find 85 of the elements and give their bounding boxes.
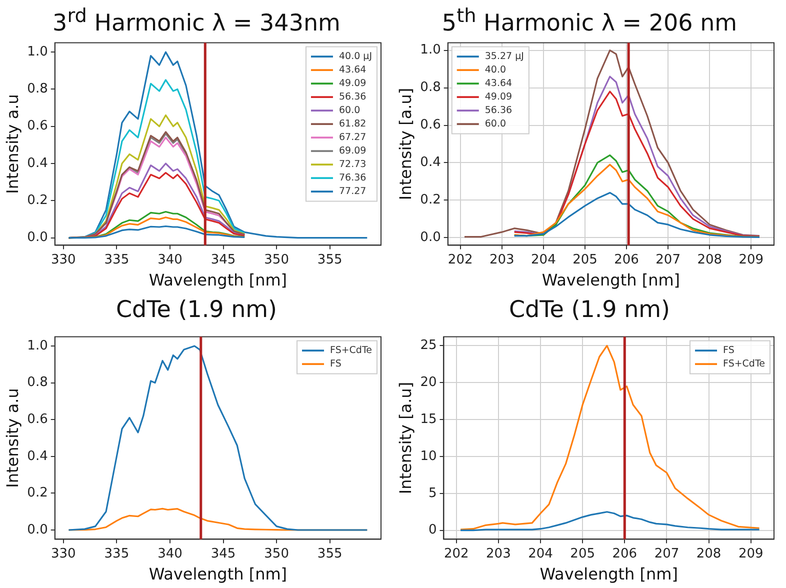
x-tick-label: 340 (157, 546, 182, 562)
legend-label: 67.27 (338, 132, 366, 144)
legend-label: 69.09 (338, 146, 366, 157)
legend-label: 61.82 (338, 118, 366, 130)
y-tick-label: 15 (420, 412, 436, 427)
x-tick-label: 208 (696, 546, 721, 562)
x-tick-label: 208 (696, 252, 722, 268)
chart-title: 5$^{th}$ Harmonic λ = 206 nm (442, 3, 738, 37)
x-tick-label: 203 (486, 546, 510, 562)
legend-label: 43.64 (484, 78, 512, 90)
y-tick-label: 0.4 (420, 155, 440, 170)
x-tick-label: 345 (210, 252, 236, 268)
legend-label: 72.73 (338, 159, 366, 170)
x-tick-label: 330 (50, 546, 76, 562)
y-tick-label: 0.0 (26, 522, 48, 538)
y-tick-label: 0.0 (26, 230, 48, 246)
x-tick-label: 207 (654, 546, 679, 562)
x-axis-title: Wavelength [nm] (148, 564, 287, 584)
y-axis-title: Intensity a.u (2, 388, 22, 488)
legend-label: 77.27 (338, 186, 366, 198)
x-tick-label: 345 (210, 546, 236, 562)
legend-label: 76.36 (338, 172, 366, 184)
legend-label: FS (722, 345, 734, 356)
y-tick-label: 0.4 (26, 156, 48, 171)
y-tick-label: 0.6 (26, 118, 48, 134)
x-tick-label: 207 (655, 252, 680, 268)
x-axis-title: Wavelength [nm] (541, 270, 680, 290)
chart-title: 3$^{rd}$ Harmonic λ = 343nm (52, 3, 340, 37)
y-tick-label: 0.6 (26, 412, 48, 427)
x-tick-label: 205 (572, 252, 597, 268)
y-axis-title: Intensity [a.u] (395, 382, 414, 494)
y-axis-title: Intensity [a.u] (395, 88, 414, 200)
x-tick-label: 209 (738, 252, 764, 268)
x-tick-label: 355 (316, 546, 342, 562)
y-tick-label: 0.8 (420, 80, 440, 96)
y-tick-label: 20 (420, 374, 436, 390)
legend-label: 60.0 (338, 105, 360, 116)
y-tick-label: 0.2 (420, 192, 440, 208)
y-tick-label: 0.6 (420, 118, 440, 133)
x-tick-label: 204 (528, 546, 552, 562)
y-axis-title: Intensity a.u (2, 94, 22, 194)
x-tick-label: 350 (264, 252, 288, 268)
legend-label: 40.0 (484, 64, 506, 76)
y-tick-label: 1.0 (420, 42, 440, 58)
legend-label: 60.0 (484, 118, 506, 130)
y-tick-label: 5 (428, 486, 436, 501)
legend-label: 56.36 (338, 92, 366, 103)
legend-label: 40.0 μJ (338, 51, 372, 62)
y-tick-label: 0.0 (420, 230, 440, 246)
y-tick-label: 1.0 (26, 44, 48, 60)
x-tick-label: 355 (316, 252, 342, 268)
x-tick-label: 203 (488, 252, 514, 268)
y-tick-label: 0.8 (26, 82, 48, 97)
x-tick-label: 202 (447, 252, 472, 268)
x-tick-label: 350 (264, 546, 288, 562)
x-axis-title: Wavelength [nm] (539, 564, 678, 584)
legend-label: FS+CdTe (722, 358, 765, 370)
x-axis-title: Wavelength [nm] (148, 270, 287, 290)
y-tick-label: 0.2 (26, 486, 48, 501)
y-tick-label: 10 (420, 448, 436, 464)
x-tick-label: 330 (50, 252, 76, 268)
legend-label: FS (330, 358, 341, 370)
y-tick-label: 0.4 (26, 448, 48, 464)
x-tick-label: 202 (443, 546, 468, 562)
y-tick-label: 0 (428, 522, 436, 538)
x-tick-label: 340 (157, 252, 182, 268)
x-tick-label: 335 (104, 546, 129, 562)
y-tick-label: 1.0 (26, 338, 48, 354)
legend-label: 43.64 (338, 64, 366, 76)
x-tick-label: 335 (104, 252, 129, 268)
legend-label: 56.36 (484, 105, 512, 116)
x-tick-label: 206 (612, 546, 637, 562)
legend-label: FS+CdTe (330, 345, 372, 356)
y-tick-label: 0.8 (26, 375, 48, 390)
chart-title: CdTe (1.9 nm) (508, 296, 670, 325)
x-tick-label: 209 (738, 546, 763, 562)
y-tick-label: 25 (420, 338, 436, 354)
legend-label: 49.09 (338, 78, 366, 90)
chart-title: CdTe (1.9 nm) (116, 296, 278, 325)
y-tick-label: 0.2 (26, 193, 48, 208)
x-tick-label: 204 (530, 252, 556, 268)
legend-label: 49.09 (484, 92, 512, 103)
x-tick-label: 205 (570, 546, 594, 562)
legend-label: 35.27 μJ (484, 51, 524, 62)
x-tick-label: 206 (614, 252, 638, 268)
